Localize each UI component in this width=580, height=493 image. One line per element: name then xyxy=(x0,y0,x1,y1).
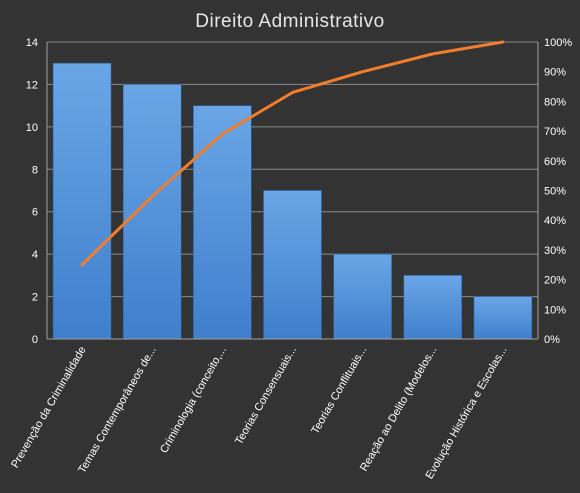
left-tick-label: 10 xyxy=(26,122,38,134)
left-axis-ticks: 0 2 4 6 8 10 12 14 xyxy=(26,37,38,346)
bar xyxy=(52,62,112,340)
right-tick-label: 100% xyxy=(544,37,572,49)
right-tick-label: 40% xyxy=(544,215,566,227)
left-tick-label: 8 xyxy=(32,164,38,176)
left-tick-label: 14 xyxy=(26,37,38,49)
bar xyxy=(122,84,182,340)
category-label: Prevenção da Criminalidade xyxy=(9,345,88,471)
left-tick-label: 12 xyxy=(26,79,38,91)
left-tick-label: 0 xyxy=(32,334,38,346)
right-tick-label: 30% xyxy=(544,245,566,257)
bars xyxy=(52,62,533,340)
right-tick-label: 60% xyxy=(544,156,566,168)
right-tick-label: 10% xyxy=(544,304,566,316)
category-label: Criminologia (conceito,... xyxy=(158,345,229,456)
bar xyxy=(473,296,533,340)
category-label: Reação ao Delito (Modelos... xyxy=(358,345,439,474)
left-tick-label: 2 xyxy=(32,292,38,304)
right-tick-label: 80% xyxy=(544,96,566,108)
right-axis-ticks: 0% 10% 20% 30% 40% 50% 60% 70% 80% 90% 100% xyxy=(544,37,572,346)
bar xyxy=(263,190,322,340)
category-label: Teorias Consensuais... xyxy=(233,345,299,447)
category-label: Teorias Conflituais... xyxy=(309,345,369,437)
right-tick-label: 70% xyxy=(544,126,566,138)
bar xyxy=(403,275,463,340)
right-tick-label: 50% xyxy=(544,186,566,198)
right-tick-label: 20% xyxy=(544,275,566,287)
axes xyxy=(46,42,539,340)
right-tick-label: 90% xyxy=(544,67,566,79)
bar xyxy=(333,253,392,340)
bar xyxy=(193,105,252,340)
category-label: Evolução Histórica e Escolas... xyxy=(424,345,510,482)
cumulative-line xyxy=(80,40,505,267)
chart-title: Direito Administrativo xyxy=(195,11,384,32)
left-tick-label: 6 xyxy=(32,207,38,219)
cumulative-percentage-line xyxy=(80,40,505,267)
right-tick-label: 0% xyxy=(544,334,560,346)
left-tick-label: 4 xyxy=(32,249,38,261)
category-label: Temas Contemporâneos de... xyxy=(76,345,159,476)
